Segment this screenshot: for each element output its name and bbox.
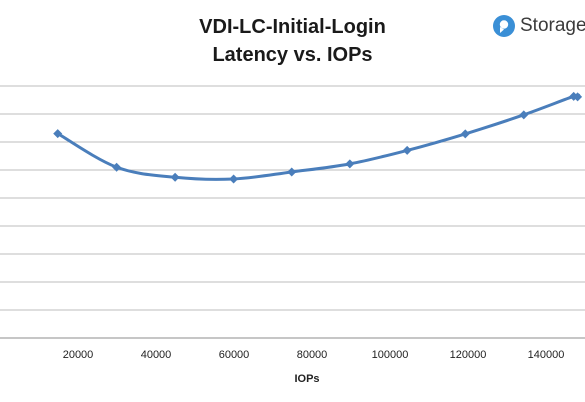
x-axis-label: IOPs [294,373,319,385]
series-markers [53,91,583,184]
storage-logo-icon [493,15,515,37]
data-point-marker [287,167,297,177]
x-axis-ticks: 20000 40000 60000 80000 100000 120000 140000 [63,349,565,361]
gridlines [0,85,585,339]
x-tick-label: 120000 [450,349,487,361]
x-tick-label: 60000 [219,349,250,361]
brand-name: Storage [520,15,585,36]
data-point-marker [53,129,63,139]
data-point-marker [519,110,529,120]
data-point-marker [170,172,180,182]
chart-title-line-2: Latency vs. IOPs [212,44,373,66]
x-tick-label: 80000 [297,349,328,361]
x-tick-label: 20000 [63,349,94,361]
data-point-marker [402,145,412,155]
data-point-marker [345,159,355,169]
data-point-marker [229,174,239,184]
data-point-marker [112,162,122,172]
chart-title-line-1: VDI-LC-Initial-Login [199,16,386,38]
data-point-marker [460,129,470,139]
x-tick-label: 140000 [528,349,565,361]
data-point-marker [573,92,583,102]
x-tick-label: 40000 [141,349,172,361]
series-line [56,93,581,181]
brand-logo: Storage [492,14,585,38]
x-tick-label: 100000 [372,349,409,361]
